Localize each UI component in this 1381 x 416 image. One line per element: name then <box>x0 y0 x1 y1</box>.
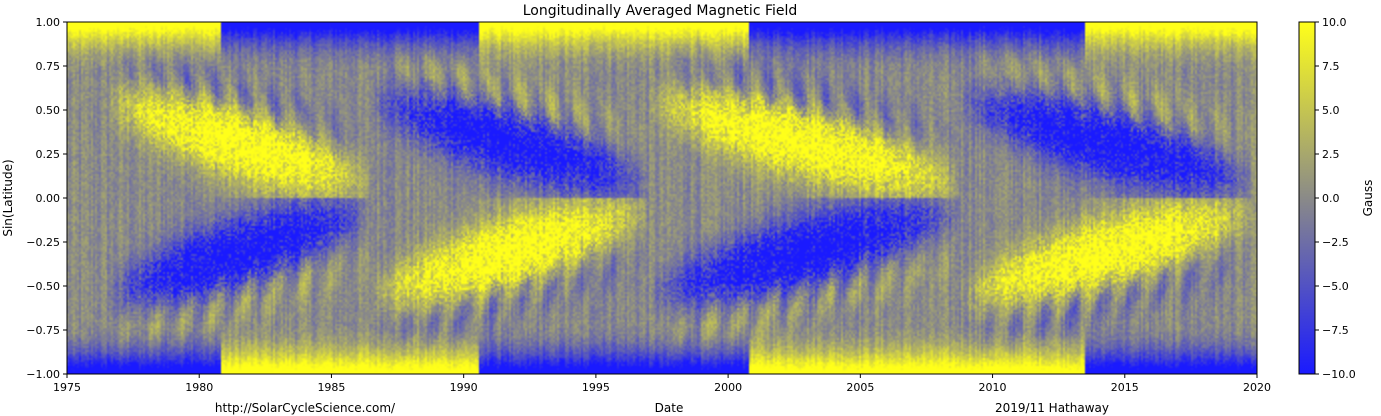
x-tick-label: 2005 <box>846 381 874 394</box>
x-axis-label: Date <box>655 401 684 415</box>
colorbar-tick-label: 5.0 <box>1322 104 1340 117</box>
y-tick-label: 0.75 <box>36 60 61 73</box>
y-tick-label: −1.00 <box>26 368 60 381</box>
colorbar-tick-label: 10.0 <box>1322 16 1347 29</box>
x-tick-label: 2020 <box>1243 381 1271 394</box>
colorbar-tick-label: 7.5 <box>1322 60 1340 73</box>
colorbar-label: Gauss <box>1361 180 1375 217</box>
y-tick-label: −0.25 <box>26 236 60 249</box>
x-tick-label: 2015 <box>1111 381 1139 394</box>
colorbar-tick-label: −10.0 <box>1322 368 1356 381</box>
colorbar-gradient <box>1298 21 1316 375</box>
footer-left: http://SolarCycleScience.com/ <box>215 401 396 415</box>
colorbar-tick-label: −2.5 <box>1322 236 1349 249</box>
y-axis-label: Sin(Latitude) <box>1 159 15 236</box>
x-tick-label: 1985 <box>317 381 345 394</box>
colorbar-ticks: 10.0 7.5 5.0 2.5 0.0 −2.5 −5.0 −7.5 −10.0 <box>1315 16 1356 381</box>
y-tick-label: 0.50 <box>36 104 61 117</box>
y-tick-label: −0.50 <box>26 280 60 293</box>
colorbar: 10.0 7.5 5.0 2.5 0.0 −2.5 −5.0 −7.5 −10.0 Gauss <box>1298 16 1375 381</box>
footer-right: 2019/11 Hathaway <box>995 401 1109 415</box>
colorbar-tick-label: −5.0 <box>1322 280 1349 293</box>
y-axis: 1.00 0.75 0.50 0.25 0.00 −0.25 −0.50 −0.75 −1.00 <box>26 16 67 381</box>
x-tick-label: 1995 <box>582 381 610 394</box>
x-tick-label: 1975 <box>53 381 81 394</box>
y-tick-label: 0.25 <box>36 148 61 161</box>
y-tick-label: −0.75 <box>26 324 60 337</box>
x-tick-label: 1990 <box>450 381 478 394</box>
colorbar-tick-label: 2.5 <box>1322 148 1340 161</box>
heatmap-image <box>67 22 1257 374</box>
y-tick-label: 1.00 <box>36 16 61 29</box>
x-tick-label: 2000 <box>714 381 742 394</box>
colorbar-tick-label: −7.5 <box>1322 324 1349 337</box>
x-tick-label: 1980 <box>185 381 213 394</box>
colorbar-tick-label: 0.0 <box>1322 192 1340 205</box>
chart-title: Longitudinally Averaged Magnetic Field <box>523 3 798 19</box>
x-axis: 1975 1980 1985 1990 1995 2000 2005 2010 2015 2020 <box>53 374 1271 394</box>
y-tick-label: 0.00 <box>36 192 61 205</box>
plot-area <box>66 21 1258 375</box>
x-tick-label: 2010 <box>979 381 1007 394</box>
